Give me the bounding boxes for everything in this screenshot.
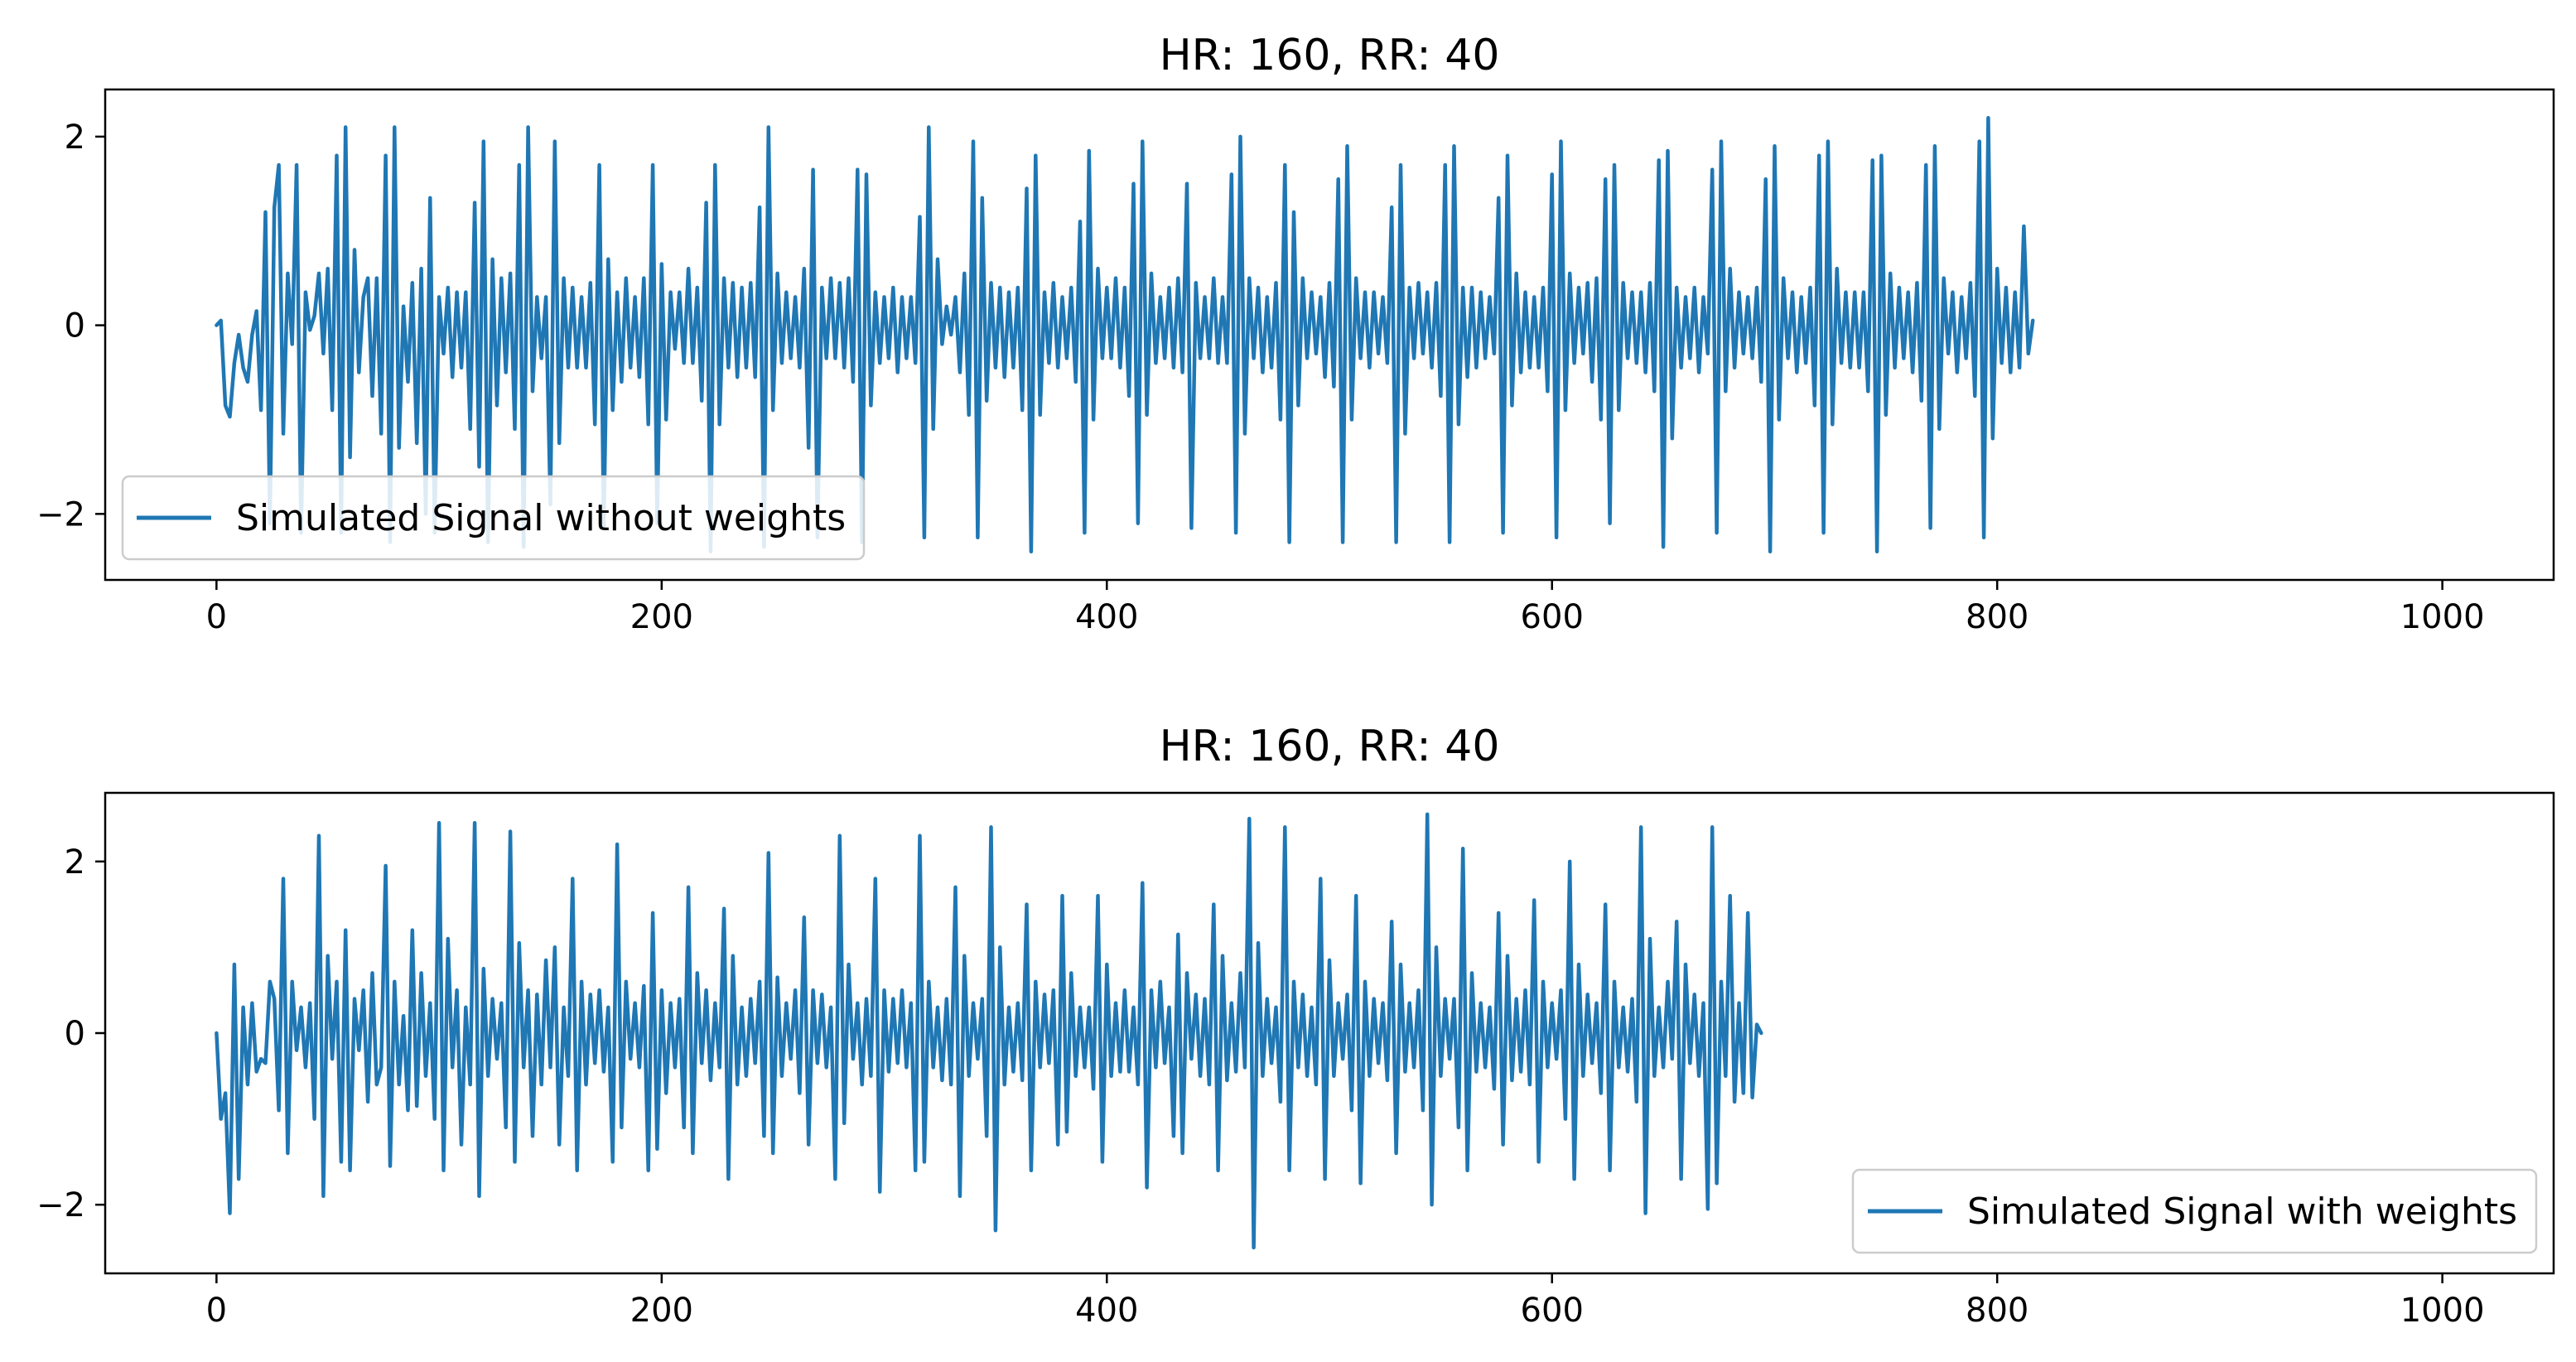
chart-top-legend-box	[121, 475, 866, 561]
chart-bottom: HR: 160, RR: 40 0 200 400 600 800 1000 −2 0 2 S…	[36, 722, 2555, 1330]
chart-bottom-y-tick-label: −2	[36, 1186, 85, 1224]
chart-bottom-x-tick-label: 800	[1966, 1292, 2028, 1330]
chart-top-legend-label: Simulated Signal without weights	[236, 497, 846, 539]
chart-top-x-axis: 0 200 400 600 800 1000	[206, 580, 2485, 636]
chart-top-x-tick-label: 800	[1966, 598, 2028, 636]
chart-bottom-y-axis: −2 0 2	[36, 843, 105, 1224]
chart-bottom-legend: Simulated Signal with weights	[1851, 1168, 2538, 1254]
chart-top-y-axis: −2 0 2	[36, 118, 105, 534]
chart-top-y-tick-label: 0	[65, 307, 85, 345]
chart-top-y-tick-label: −2	[36, 495, 85, 534]
chart-bottom-x-tick-label: 400	[1075, 1292, 1138, 1330]
chart-bottom-series-line-0	[215, 812, 1763, 1250]
chart-bottom-legend-label: Simulated Signal with weights	[1967, 1191, 2517, 1233]
chart-top-series-line-0	[215, 115, 2035, 554]
chart-top-x-tick-label: 400	[1075, 598, 1138, 636]
chart-top-x-tick-label: 600	[1521, 598, 1584, 636]
chart-bottom-legend-box	[1851, 1168, 2538, 1254]
chart-top: HR: 160, RR: 40 0 200 400 600 800 1000 −2 0 2 S…	[36, 31, 2555, 636]
chart-bottom-x-tick-label: 0	[206, 1292, 227, 1330]
chart-bottom-series-layer	[215, 812, 1763, 1250]
chart-top-legend: Simulated Signal without weights	[121, 475, 866, 561]
chart-top-x-tick-label: 1000	[2400, 598, 2485, 636]
chart-bottom-y-tick-label: 0	[65, 1015, 85, 1053]
chart-bottom-y-tick-label: 2	[65, 843, 85, 881]
chart-top-x-tick-label: 0	[206, 598, 227, 636]
chart-top-title: HR: 160, RR: 40	[1160, 31, 1500, 80]
chart-bottom-title: HR: 160, RR: 40	[1160, 722, 1500, 771]
chart-bottom-x-tick-label: 600	[1521, 1292, 1584, 1330]
chart-top-x-tick-label: 200	[630, 598, 693, 636]
chart-top-series-layer	[215, 115, 2035, 554]
chart-bottom-x-tick-label: 200	[630, 1292, 693, 1330]
chart-bottom-x-tick-label: 1000	[2400, 1292, 2485, 1330]
chart-top-y-tick-label: 2	[65, 118, 85, 157]
chart-bottom-x-axis: 0 200 400 600 800 1000	[206, 1273, 2485, 1330]
chart-top-axes-frame	[104, 88, 2555, 582]
